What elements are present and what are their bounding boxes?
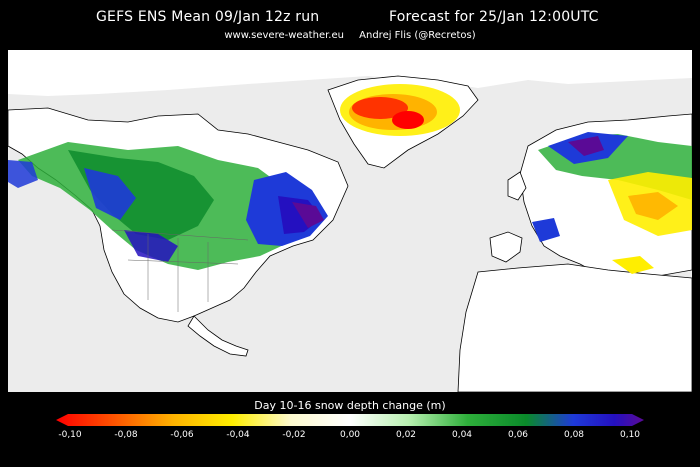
north-america-snow-gain [8, 142, 328, 270]
colorbar-tick-label: 0,06 [507, 430, 529, 440]
iberia [489, 231, 523, 263]
header: GEFS ENS Mean 09/Jan 12z run Forecast fo… [0, 0, 700, 50]
state-borders [111, 229, 249, 312]
forecast-title: Forecast for 25/Jan 12:00UTC [389, 9, 599, 25]
colorbar-ticks: -0,10 -0,08 -0,06 -0,04 -0,02 0,00 0,02 0,04 0,0… [0, 428, 700, 448]
colorbar-tick-label: -0,04 [226, 430, 250, 440]
website-link[interactable]: www.severe-weather.eu [224, 30, 344, 41]
author-credit: Andrej Flis (@Recretos) [359, 30, 476, 41]
colorbar [56, 414, 644, 426]
credits: www.severe-weather.eu Andrej Flis (@Recr… [0, 30, 700, 41]
colorbar-tick-label: 0,04 [451, 430, 473, 440]
europe-snow-change [532, 132, 692, 274]
colorbar-tick-label: 0,02 [395, 430, 417, 440]
colorbar-tick-label: -0,10 [58, 430, 82, 440]
africa [457, 263, 692, 392]
snow-depth-map [8, 50, 692, 392]
greenland-snow-loss [340, 84, 460, 136]
colorbar-tick-label: -0,08 [114, 430, 138, 440]
colorbar-tick-label: 0,00 [339, 430, 361, 440]
arctic-land [8, 50, 692, 96]
colorbar-tick-label: -0,02 [282, 430, 306, 440]
colorbar-tick-label: -0,06 [170, 430, 194, 440]
central-america [187, 315, 249, 357]
colorbar-gradient [56, 414, 644, 426]
british-isles [507, 171, 527, 201]
map-canvas [8, 50, 692, 392]
run-title: GEFS ENS Mean 09/Jan 12z run [96, 9, 320, 25]
colorbar-title: Day 10-16 snow depth change (m) [254, 399, 446, 412]
colorbar-tick-label: 0,08 [563, 430, 585, 440]
colorbar-tick-label: 0,10 [619, 430, 641, 440]
